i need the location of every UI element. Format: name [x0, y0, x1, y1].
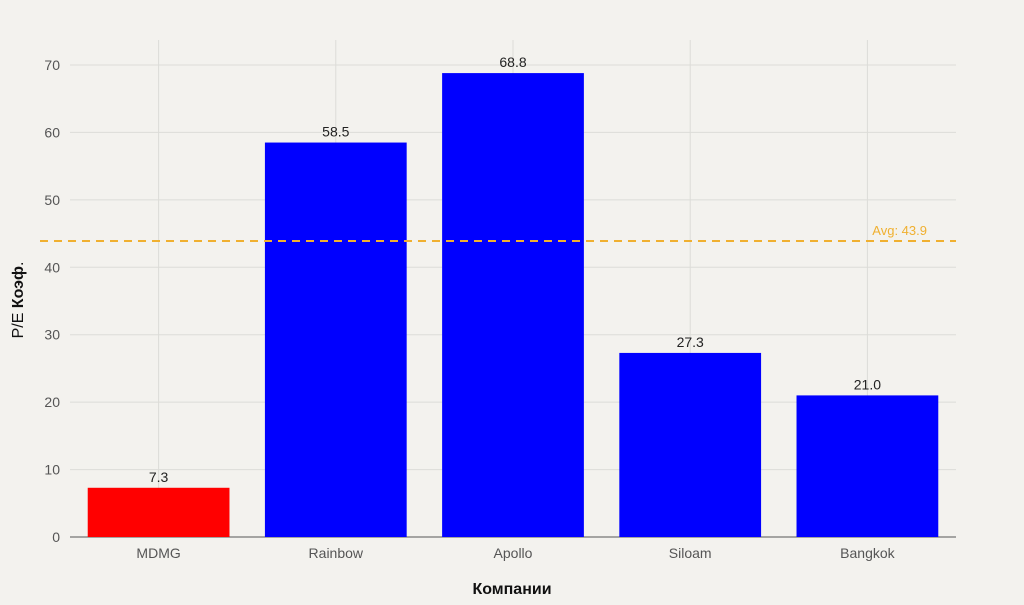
- y-tick-label: 10: [44, 462, 60, 478]
- x-tick-label: Rainbow: [309, 545, 364, 561]
- y-tick-label: 60: [44, 124, 60, 140]
- average-label: Avg: 43.9: [872, 223, 927, 238]
- bar-mdmg: [87, 487, 230, 537]
- bar-apollo: [442, 73, 584, 537]
- x-tick-label: Siloam: [669, 545, 712, 561]
- bar-bangkok: [796, 395, 939, 537]
- data-label: 21.0: [854, 376, 881, 392]
- bar-rainbow: [264, 142, 407, 538]
- y-axis-label-bold: Коэф: [10, 266, 27, 308]
- x-tick-label: Apollo: [494, 545, 533, 561]
- x-tick-label: MDMG: [136, 545, 180, 561]
- x-axis-label: Компании: [472, 581, 551, 598]
- avg-layer: Avg: 43.9: [40, 223, 956, 242]
- data-label: 58.5: [322, 124, 349, 140]
- x-tick-label: Bangkok: [840, 545, 895, 561]
- y-axis-label: P/E Коэф.: [10, 262, 27, 339]
- y-axis-label-suffix: .: [10, 262, 27, 266]
- y-tick-label: 0: [52, 529, 60, 545]
- bar-siloam: [619, 352, 762, 537]
- y-tick-label: 70: [44, 57, 60, 73]
- data-label: 27.3: [677, 334, 704, 350]
- y-tick-label: 30: [44, 327, 60, 343]
- y-tick-label: 20: [44, 394, 60, 410]
- data-label: 7.3: [149, 469, 169, 485]
- y-axis-label-prefix: P/E: [10, 308, 27, 338]
- data-label: 68.8: [499, 54, 526, 70]
- y-tick-label: 40: [44, 259, 60, 275]
- bars-layer: [87, 73, 939, 538]
- y-tick-label: 50: [44, 192, 60, 208]
- labels-layer: 0 10 20 30 40 50 60 70 7.3 MDMG 58.5 Rainbow 68.8 Apo…: [44, 54, 895, 561]
